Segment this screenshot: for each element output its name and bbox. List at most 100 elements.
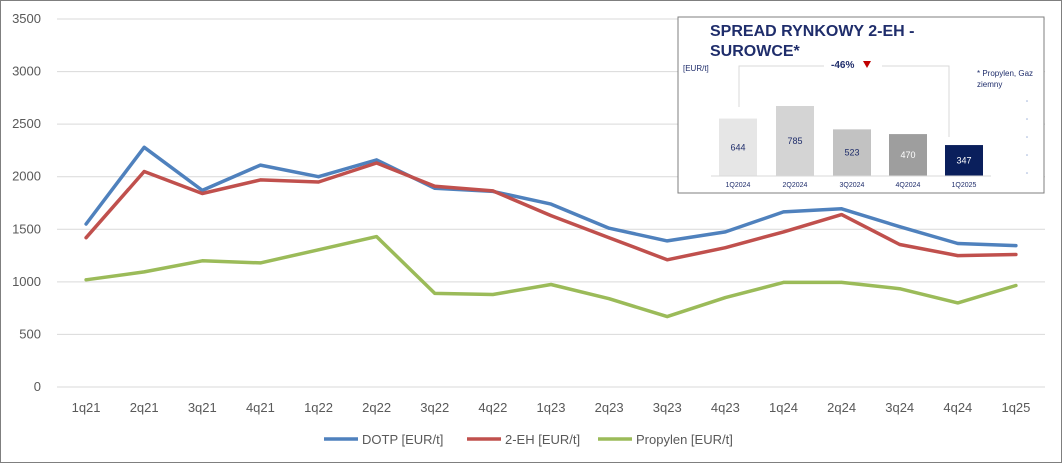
inset-bar-value: 470 — [900, 150, 915, 160]
data-point — [317, 248, 321, 252]
data-point — [84, 236, 88, 240]
dot — [1026, 154, 1028, 156]
data-point — [956, 301, 960, 305]
data-point — [84, 222, 88, 226]
inset-category-label: 4Q2024 — [896, 182, 921, 189]
x-tick-label: 3q24 — [885, 400, 914, 415]
gridlines — [57, 18, 1045, 388]
data-point — [840, 207, 844, 211]
data-point — [956, 254, 960, 258]
y-tick-label: 3500 — [12, 11, 41, 26]
data-point — [549, 214, 553, 218]
data-point — [317, 175, 321, 179]
data-point — [258, 261, 262, 265]
data-point — [781, 210, 785, 214]
data-point — [84, 278, 88, 282]
inset-bars: 644 1Q2024 785 2Q2024 523 3Q2024 470 4Q2024 347 1… — [711, 106, 991, 189]
x-tick-label: 3q23 — [653, 400, 682, 415]
data-point — [549, 202, 553, 206]
data-point — [549, 282, 553, 286]
data-point — [607, 236, 611, 240]
data-point — [433, 291, 437, 295]
x-tick-label: 2q21 — [130, 400, 159, 415]
inset-bar-value: 785 — [787, 136, 802, 146]
x-tick-label: 1q23 — [537, 400, 566, 415]
data-point — [723, 246, 727, 250]
inset-category-label: 3Q2024 — [840, 182, 865, 189]
data-point — [898, 225, 902, 229]
x-tick-label: 3q21 — [188, 400, 217, 415]
inset-title-line-1: SPREAD RYNKOWY 2-EH - — [710, 23, 914, 40]
x-tick-label: 4q21 — [246, 400, 275, 415]
y-tick-label: 2500 — [12, 116, 41, 131]
y-tick-label: 1500 — [12, 221, 41, 236]
data-point — [1014, 284, 1018, 288]
data-point — [723, 230, 727, 234]
dot — [1026, 136, 1028, 138]
x-tick-label: 1q25 — [1001, 400, 1030, 415]
inset-bar — [719, 118, 757, 176]
data-point — [375, 158, 379, 162]
data-point — [433, 184, 437, 188]
x-axis-ticks: 1q21 2q21 3q21 4q21 1q22 2q22 3q22 4q22 1q23 2q23… — [72, 400, 1031, 415]
data-point — [491, 292, 495, 296]
data-point — [375, 235, 379, 239]
y-tick-label: 3000 — [12, 64, 41, 79]
x-tick-label: 2q22 — [362, 400, 391, 415]
data-point — [898, 243, 902, 247]
data-point — [665, 258, 669, 262]
y-tick-label: 1000 — [12, 274, 41, 289]
inset-change-label-bg — [824, 56, 882, 72]
inset-category-label: 2Q2024 — [783, 182, 808, 189]
legend: DOTP [EUR/t] 2-EH [EUR/t] Propylen [EUR/t] — [324, 432, 733, 447]
inset-bar — [945, 145, 983, 176]
data-point — [317, 180, 321, 184]
data-point — [258, 163, 262, 167]
dot — [1026, 172, 1028, 174]
y-tick-label: 500 — [19, 326, 41, 341]
inset-category-label: 1Q2025 — [952, 182, 977, 189]
inset-bar — [889, 134, 927, 176]
dot — [1026, 118, 1028, 120]
data-point — [607, 226, 611, 230]
inset-change-label: -46% — [831, 60, 854, 71]
series-line-2 — [84, 234, 1018, 319]
data-point — [607, 297, 611, 301]
data-point — [781, 280, 785, 284]
x-tick-label: 1q24 — [769, 400, 798, 415]
data-point — [375, 161, 379, 165]
data-point — [1014, 244, 1018, 248]
inset-category-label: 1Q2024 — [726, 182, 751, 189]
x-tick-label: 4q24 — [943, 400, 972, 415]
x-tick-label: 4q23 — [711, 400, 740, 415]
x-tick-label: 1q22 — [304, 400, 333, 415]
data-point — [898, 287, 902, 291]
data-point — [200, 188, 204, 192]
legend-label: 2-EH [EUR/t] — [505, 432, 580, 447]
inset-bar — [776, 106, 814, 176]
x-tick-label: 4q22 — [478, 400, 507, 415]
inset-bar-value: 347 — [956, 156, 971, 166]
y-tick-label: 0 — [34, 379, 41, 394]
data-point — [491, 189, 495, 193]
inset-footnote-line-1: * Propylen, Gaz — [977, 69, 1033, 78]
inset-spread-chart: SPREAD RYNKOWY 2-EH - SUROWCE* [EUR/t] *… — [677, 16, 1045, 194]
data-point — [142, 169, 146, 173]
data-point — [781, 230, 785, 234]
y-tick-label: 2000 — [12, 169, 41, 184]
data-point — [840, 280, 844, 284]
inset-bar-value: 523 — [844, 148, 859, 158]
data-point — [142, 270, 146, 274]
inset-bar — [833, 129, 871, 176]
x-tick-label: 3q22 — [420, 400, 449, 415]
x-tick-label: 2q24 — [827, 400, 856, 415]
data-point — [956, 241, 960, 245]
inset-bar-value: 644 — [730, 142, 745, 152]
x-tick-label: 1q21 — [72, 400, 101, 415]
data-point — [142, 145, 146, 149]
inset-unit-label: [EUR/t] — [683, 64, 709, 73]
data-point — [1014, 253, 1018, 257]
dot — [1026, 100, 1028, 102]
